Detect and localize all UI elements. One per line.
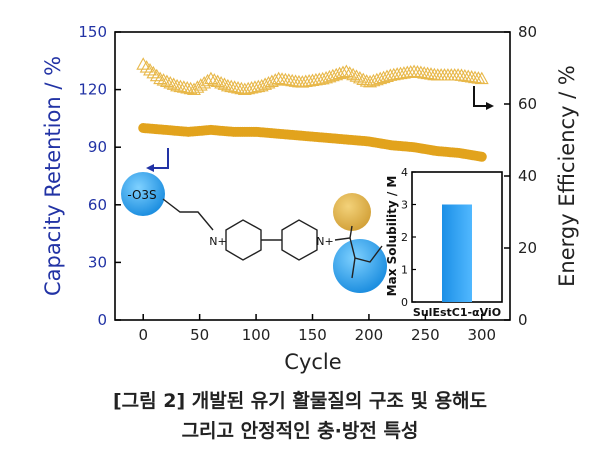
efficiency-point [264, 74, 279, 88]
efficiency-point [217, 77, 232, 90]
y-right-axis-title: Energy Efficiency / % [555, 65, 579, 287]
y-left-ticks: 0 30 60 90 120 150 [78, 23, 121, 329]
efficiency-axis-arrow [473, 86, 494, 110]
efficiency-point [210, 74, 225, 88]
y-right-tick-label: 60 [518, 95, 537, 113]
figure-caption-line-2: 그리고 안정적인 충·방전 특성 [181, 420, 419, 442]
capacity-axis-arrow [146, 148, 169, 172]
efficiency-point [193, 78, 208, 91]
inset-tick-label: 4 [401, 166, 408, 179]
x-tick-label: 200 [355, 326, 384, 344]
efficiency-point [190, 80, 205, 93]
efficiency-point [146, 65, 161, 79]
inset-tick-label: 3 [401, 199, 408, 212]
efficiency-point [346, 67, 361, 81]
efficiency-point [254, 78, 269, 92]
n-plus-right: N+ [316, 235, 333, 248]
efficiency-point [207, 73, 222, 86]
efficiency-point [170, 78, 185, 92]
efficiency-point [356, 72, 371, 86]
efficiency-point [474, 71, 489, 85]
efficiency-point [197, 75, 212, 89]
sulfonate-group-sphere [121, 172, 165, 216]
x-tick-label: 50 [190, 326, 209, 344]
efficiency-point [159, 74, 174, 88]
n-plus-left: N+ [209, 235, 226, 248]
efficiency-point [173, 79, 188, 93]
inset-y-ticks: 0 1 2 3 4 [401, 166, 416, 309]
x-axis-title: Cycle [284, 350, 341, 374]
figure: Capacity Retention / % Energy Efficiency… [41, 23, 579, 374]
inset-tick-label: 0 [401, 296, 408, 309]
capacity-retention-series [138, 123, 487, 162]
sulfonate-label: -O3S [127, 188, 156, 202]
carbonyl-bond [351, 257, 356, 279]
ester-chain-2 [349, 237, 383, 263]
y-left-tick-label: 90 [88, 138, 107, 156]
y-left-tick-label: 60 [88, 196, 107, 214]
y-right-tick-label: 20 [518, 239, 537, 257]
inset-tick-label: 1 [401, 264, 408, 277]
efficiency-point [156, 73, 171, 86]
y-right-ticks: 0 20 40 60 80 [504, 23, 537, 329]
inset-y-axis-title: Max Solubility / M [385, 176, 399, 297]
efficiency-point [149, 68, 164, 82]
efficiency-point [342, 66, 357, 79]
efficiency-point [153, 71, 168, 85]
inset-category-label: SulEstC1-αViO [413, 306, 501, 319]
efficiency-point [261, 75, 276, 89]
propyl-chain [162, 198, 214, 231]
efficiency-point [176, 80, 191, 93]
efficiency-point [136, 57, 151, 70]
inset-chart: Max Solubility / M 0 1 2 3 4 SulEstC1-αViO [385, 166, 503, 319]
methyl-group-sphere [333, 193, 371, 231]
x-tick-label: 300 [467, 326, 496, 344]
figure-caption-line-1: [그림 2] 개발된 유기 활물질의 구조 및 용해도 [112, 390, 488, 412]
efficiency-point [349, 69, 364, 82]
y-right-tick-label: 80 [518, 23, 537, 41]
efficiency-point [234, 81, 249, 95]
efficiency-point [166, 77, 181, 90]
efficiency-point [143, 63, 157, 76]
efficiency-point [336, 65, 350, 79]
efficiency-point [163, 75, 178, 89]
efficiency-point [220, 78, 235, 92]
y-right-tick-label: 0 [518, 311, 528, 329]
pyridinium-ring-right [281, 219, 318, 261]
efficiency-point [187, 82, 201, 95]
capacity-point [476, 151, 487, 162]
efficiency-point [139, 60, 154, 73]
x-tick-label: 0 [138, 326, 148, 344]
pyridinium-ring-left [225, 219, 262, 261]
ester-group-sphere [333, 239, 387, 293]
efficiency-point [180, 81, 195, 94]
energy-efficiency-series [136, 57, 489, 95]
x-tick-label: 150 [298, 326, 327, 344]
efficiency-point [231, 81, 245, 94]
y-right-tick-label: 40 [518, 167, 537, 185]
y-left-tick-label: 150 [78, 23, 107, 41]
efficiency-point [352, 70, 367, 84]
efficiency-point [339, 64, 354, 77]
efficiency-point [227, 80, 242, 93]
x-tick-label: 250 [411, 326, 440, 344]
efficiency-point [258, 77, 273, 90]
inset-tick-label: 2 [401, 231, 408, 244]
molecule-structure: -O3S N+ N+ [121, 172, 387, 293]
efficiency-point [224, 79, 239, 93]
efficiency-point [214, 75, 229, 89]
x-tick-label: 100 [242, 326, 271, 344]
y-left-axis-title: Capacity Retention / % [41, 56, 65, 296]
x-ticks: 0 50 100 150 200 250 300 [138, 314, 496, 344]
y-left-tick-label: 30 [88, 253, 107, 271]
y-left-tick-label: 0 [97, 311, 107, 329]
inset-bar [442, 204, 472, 302]
y-left-tick-label: 120 [78, 81, 107, 99]
efficiency-point [203, 71, 218, 85]
inset-bars [442, 204, 472, 302]
